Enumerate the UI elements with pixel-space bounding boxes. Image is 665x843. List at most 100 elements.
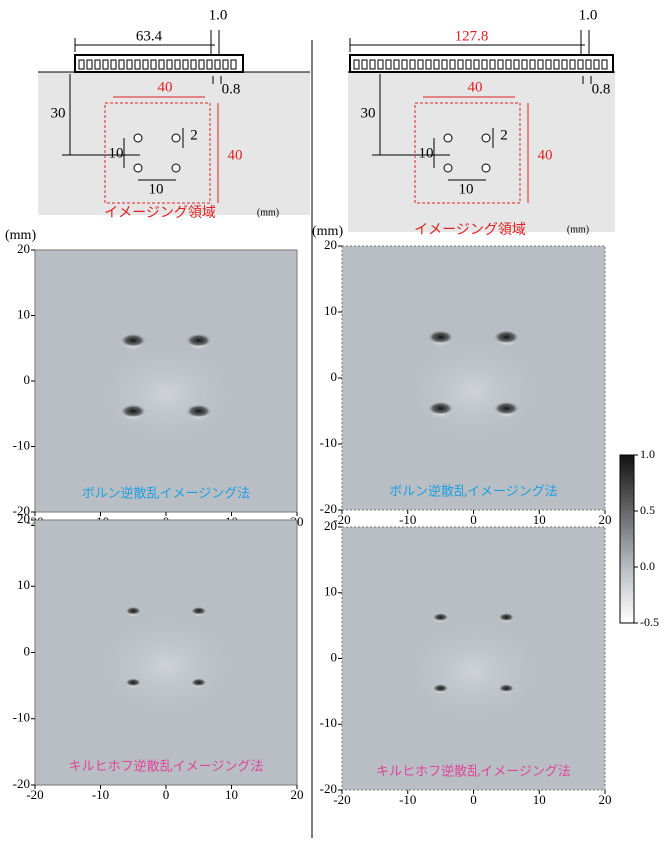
diameter: 2 (190, 127, 198, 143)
element (79, 60, 84, 69)
defect (134, 164, 142, 172)
y-tick-label: 0 (331, 369, 338, 384)
defect (444, 134, 452, 142)
element (522, 60, 527, 69)
defect (172, 134, 180, 142)
element (458, 60, 463, 69)
colorbar-label: 1.0 (640, 447, 655, 461)
region-width: 40 (158, 79, 173, 95)
y-tick-label: 0 (331, 649, 338, 664)
element (546, 60, 551, 69)
element (370, 60, 375, 69)
width-label: 63.4 (136, 28, 163, 44)
dark-spot (186, 403, 212, 417)
element (103, 60, 108, 69)
spacing-h: 10 (149, 181, 164, 197)
colorbar-label: 0.5 (640, 503, 655, 517)
defect (172, 164, 180, 172)
y-tick-label: 10 (17, 577, 30, 592)
colorbar-label: -0.5 (640, 615, 659, 629)
region-label: イメージング領域 (104, 204, 216, 221)
element (215, 60, 220, 69)
element (159, 60, 164, 69)
element (498, 60, 503, 69)
element (514, 60, 519, 69)
width-label: 127.8 (455, 28, 489, 44)
method-label: ボルン逆散乱イメージング法 (82, 486, 250, 502)
dark-spot (433, 683, 449, 691)
element (490, 60, 495, 69)
element (127, 60, 132, 69)
x-tick-label: 20 (599, 512, 612, 527)
method-label: ボルン逆散乱イメージング法 (389, 484, 557, 500)
element (111, 60, 116, 69)
pitch-label: 1.0 (209, 7, 228, 23)
colorbar-label: 0.0 (640, 559, 655, 573)
element (578, 60, 583, 69)
x-tick-label: 20 (291, 787, 304, 802)
dark-spot (433, 612, 449, 620)
image-panel (342, 246, 605, 510)
dark-spot (186, 332, 212, 346)
y-tick-label: -10 (13, 710, 30, 725)
element (354, 60, 359, 69)
element (426, 60, 431, 69)
y-tick-label: 10 (324, 584, 337, 599)
x-tick-label: 0 (470, 792, 477, 807)
element (402, 60, 407, 69)
y-tick-label: -20 (320, 781, 337, 796)
element (175, 60, 180, 69)
element (570, 60, 575, 69)
artifact (87, 336, 244, 451)
specimen (38, 72, 310, 215)
element (562, 60, 567, 69)
dark-spot (493, 329, 519, 343)
depth-label: 30 (361, 105, 376, 121)
element (434, 60, 439, 69)
artifact (395, 614, 553, 730)
element (506, 60, 511, 69)
element (199, 60, 204, 69)
element (586, 60, 591, 69)
y-tick-label: -10 (320, 715, 337, 730)
page: {"diagrams": [ {"width": "63.4", "pitch"… (0, 0, 665, 843)
spacing-v: 10 (109, 145, 124, 161)
specimen (348, 72, 615, 232)
y-tick-label: -20 (13, 776, 30, 791)
defect (482, 134, 490, 142)
axis-unit: (mm) (5, 228, 36, 243)
unit-label: (mm) (567, 224, 589, 235)
x-tick-label: -10 (92, 787, 109, 802)
element (95, 60, 100, 69)
image-panel (35, 520, 297, 785)
element (135, 60, 140, 69)
element (87, 60, 92, 69)
diameter: 2 (500, 127, 508, 143)
y-tick-label: 20 (324, 518, 337, 533)
region-width: 40 (468, 79, 483, 95)
artifact (395, 333, 553, 449)
y-tick-label: 0 (24, 372, 31, 387)
y-tick-label: 20 (324, 237, 337, 252)
pitch-label: 1.0 (579, 7, 598, 23)
defect (134, 134, 142, 142)
element (167, 60, 172, 69)
defect (444, 164, 452, 172)
element (231, 60, 236, 69)
element (466, 60, 471, 69)
x-tick-label: 0 (163, 787, 170, 802)
x-tick-label: 10 (533, 512, 546, 527)
element (474, 60, 479, 69)
element (191, 60, 196, 69)
element (482, 60, 487, 69)
x-tick-label: 10 (533, 792, 546, 807)
axis-unit: (mm) (312, 224, 343, 239)
element (143, 60, 148, 69)
artifact (87, 607, 244, 724)
dark-spot (493, 400, 519, 414)
element (410, 60, 415, 69)
colorbar (620, 455, 634, 623)
element (362, 60, 367, 69)
element (223, 60, 228, 69)
y-tick-label: 10 (17, 306, 30, 321)
